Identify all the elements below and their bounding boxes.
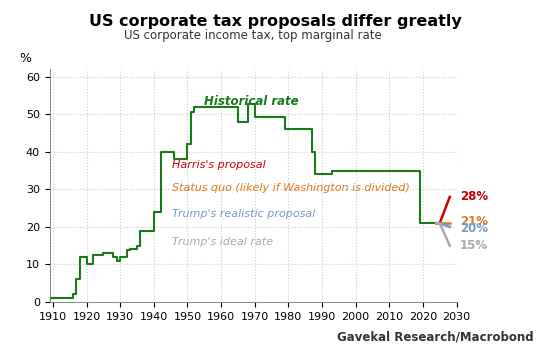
Text: 15%: 15% bbox=[460, 239, 488, 252]
Text: Status quo (likely if Washington is divided): Status quo (likely if Washington is divi… bbox=[172, 184, 409, 194]
Text: Harris's proposal: Harris's proposal bbox=[172, 160, 265, 170]
Text: Trump's realistic proposal: Trump's realistic proposal bbox=[172, 209, 315, 219]
Text: Historical rate: Historical rate bbox=[204, 95, 299, 108]
Text: 20%: 20% bbox=[460, 222, 488, 235]
Text: US corporate tax proposals differ greatly: US corporate tax proposals differ greatl… bbox=[89, 14, 461, 29]
Title: US corporate income tax, top marginal rate: US corporate income tax, top marginal ra… bbox=[124, 29, 382, 42]
Text: 21%: 21% bbox=[460, 215, 488, 228]
Text: Gavekal Research/Macrobond: Gavekal Research/Macrobond bbox=[337, 331, 534, 344]
Text: Trump's ideal rate: Trump's ideal rate bbox=[172, 237, 273, 247]
Y-axis label: %: % bbox=[19, 52, 31, 65]
Text: 28%: 28% bbox=[460, 191, 488, 203]
